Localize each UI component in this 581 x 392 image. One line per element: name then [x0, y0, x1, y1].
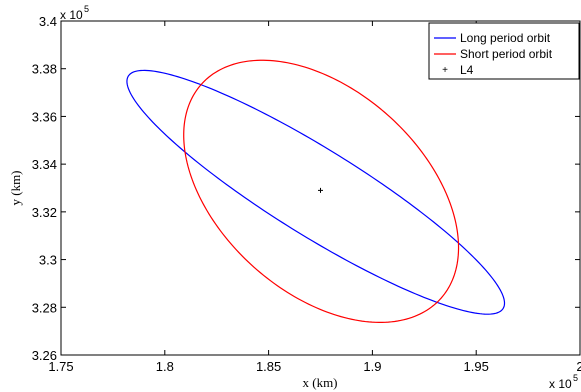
- legend-box: [428, 22, 580, 80]
- y-tick-label: 3.36: [32, 109, 57, 124]
- y-multiplier-base: x 10: [60, 8, 83, 22]
- x-tick-label: 1.95: [464, 359, 489, 374]
- y-tick-label: 3.28: [32, 300, 57, 315]
- x-tick-label: 1.8: [156, 359, 174, 374]
- y-tick-label: 3.38: [32, 62, 57, 77]
- y-tick-label: 3.34: [32, 157, 57, 172]
- legend-label-short: Short period orbit: [460, 47, 553, 61]
- y-tick-label: 3.3: [39, 253, 57, 268]
- legend-swatch-l4: +: [442, 65, 448, 76]
- series-layer: [126, 59, 506, 324]
- x-tick-label: 2: [576, 359, 581, 374]
- x-axis-ticks: 1.75 1.8 1.85 1.9 1.95 2: [48, 21, 581, 374]
- y-axis-multiplier: x 10 5: [60, 4, 89, 22]
- x-tick-label: 1.75: [48, 359, 73, 374]
- series-1-orbit-line: [183, 59, 460, 324]
- x-multiplier-base: x 10: [549, 377, 572, 391]
- legend: Long period orbit Short period orbit + L…: [428, 22, 580, 80]
- x-tick-label: 1.9: [363, 359, 381, 374]
- y-multiplier-exponent: 5: [84, 4, 89, 14]
- legend-label-long: Long period orbit: [460, 31, 551, 45]
- y-axis-ticks: 3.26 3.28 3.3 3.32 3.34 3.36 3.38 3.4: [32, 14, 580, 363]
- y-tick-label: 3.4: [39, 14, 57, 29]
- x-axis-label: x (km): [302, 375, 337, 390]
- y-tick-label: 3.32: [32, 205, 57, 220]
- y-axis-label: y (km): [8, 170, 23, 205]
- y-tick-label: 3.26: [32, 348, 57, 363]
- l4-point: [318, 187, 323, 193]
- x-axis-multiplier: x 10 5: [549, 373, 578, 391]
- x-tick-label: 1.85: [256, 359, 281, 374]
- x-multiplier-exponent: 5: [573, 373, 578, 383]
- legend-label-l4: L4: [460, 63, 474, 77]
- series-0-orbit-line: [126, 69, 506, 315]
